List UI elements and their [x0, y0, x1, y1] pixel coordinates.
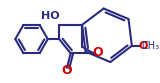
Text: O: O: [139, 41, 148, 51]
Text: HO: HO: [41, 11, 60, 21]
Text: O: O: [62, 64, 72, 77]
Text: O: O: [92, 46, 103, 59]
Text: CH₃: CH₃: [142, 41, 160, 51]
